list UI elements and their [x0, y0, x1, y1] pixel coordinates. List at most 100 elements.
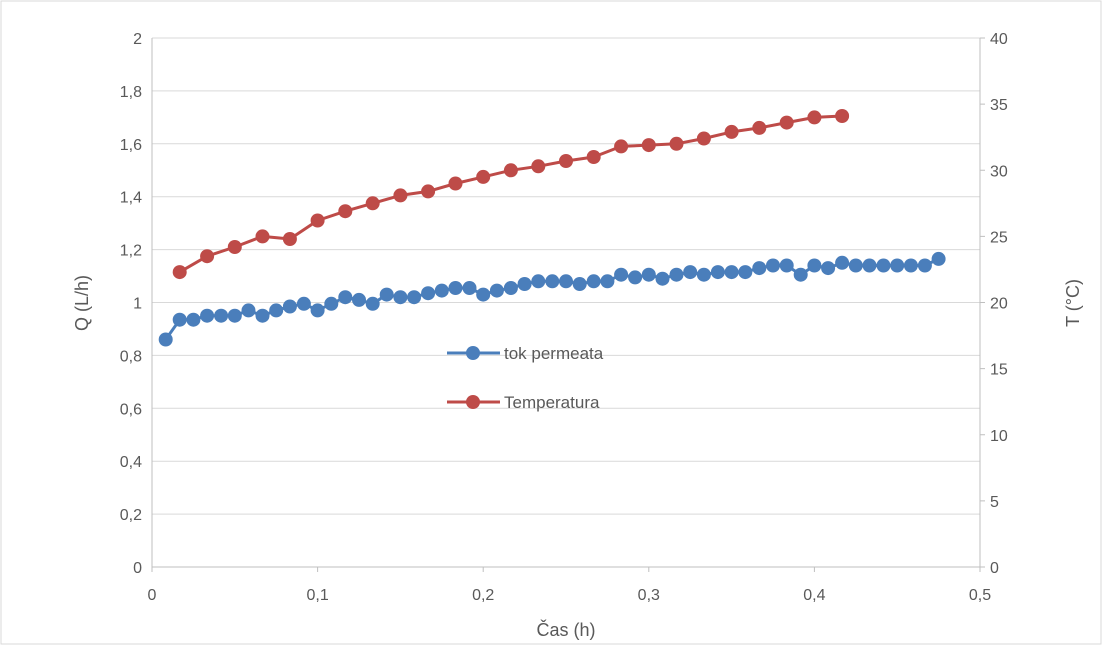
- data-point-tok-permeata: [504, 281, 518, 295]
- right-axis-tick-label: 30: [990, 163, 1008, 180]
- x-axis-tick-label: 0,2: [472, 587, 494, 604]
- left-axis-tick-label: 1,6: [120, 137, 142, 154]
- data-point-tok-permeata: [573, 277, 587, 291]
- data-point-tok-permeata: [877, 259, 891, 273]
- right-axis-tick-label: 25: [990, 229, 1008, 246]
- data-point-tok-permeata: [628, 270, 642, 284]
- right-axis-tick-label: 10: [990, 428, 1008, 445]
- data-point-tok-permeata: [476, 288, 490, 302]
- left-axis-tick-label: 0,8: [120, 348, 142, 365]
- data-point-tok-permeata: [890, 259, 904, 273]
- left-axis-tick-label: 0: [133, 560, 142, 577]
- data-point-temperatura: [421, 184, 435, 198]
- data-point-tok-permeata: [849, 259, 863, 273]
- x-axis-tick-label: 0,4: [803, 587, 825, 604]
- legend-marker-tok-permeata: [466, 346, 480, 360]
- data-point-temperatura: [559, 154, 573, 168]
- legend-label-tok-permeata: tok permeata: [504, 344, 604, 363]
- left-axis-tick-label: 1,2: [120, 243, 142, 260]
- right-axis-title: T (°C): [1063, 279, 1083, 327]
- data-point-temperatura: [393, 188, 407, 202]
- data-point-temperatura: [614, 139, 628, 153]
- data-point-temperatura: [476, 170, 490, 184]
- right-axis-tick-label: 0: [990, 560, 999, 577]
- x-axis-tick-label: 0: [148, 587, 157, 604]
- data-point-temperatura: [311, 214, 325, 228]
- data-point-tok-permeata: [256, 309, 270, 323]
- data-point-temperatura: [283, 232, 297, 246]
- data-point-tok-permeata: [863, 259, 877, 273]
- data-point-tok-permeata: [642, 268, 656, 282]
- data-point-tok-permeata: [807, 259, 821, 273]
- data-point-temperatura: [587, 150, 601, 164]
- right-axis-tick-label: 40: [990, 31, 1008, 48]
- data-point-tok-permeata: [338, 290, 352, 304]
- data-point-tok-permeata: [463, 281, 477, 295]
- data-point-tok-permeata: [324, 297, 338, 311]
- right-axis-tick-label: 35: [990, 97, 1008, 114]
- data-point-tok-permeata: [738, 265, 752, 279]
- data-point-tok-permeata: [159, 333, 173, 347]
- left-axis-tick-label: 1: [133, 296, 142, 313]
- left-axis-tick-label: 0,4: [120, 454, 142, 471]
- left-axis-tick-label: 0,6: [120, 401, 142, 418]
- data-point-tok-permeata: [780, 259, 794, 273]
- x-axis-tick-label: 0,1: [306, 587, 328, 604]
- data-point-tok-permeata: [545, 274, 559, 288]
- data-point-tok-permeata: [393, 290, 407, 304]
- data-point-tok-permeata: [835, 256, 849, 270]
- data-point-temperatura: [642, 138, 656, 152]
- data-point-tok-permeata: [242, 303, 256, 317]
- data-point-temperatura: [256, 229, 270, 243]
- right-axis-tick-label: 5: [990, 494, 999, 511]
- data-point-tok-permeata: [366, 297, 380, 311]
- data-point-tok-permeata: [297, 297, 311, 311]
- data-point-tok-permeata: [311, 303, 325, 317]
- data-point-tok-permeata: [449, 281, 463, 295]
- data-point-temperatura: [449, 177, 463, 191]
- data-point-tok-permeata: [531, 274, 545, 288]
- data-point-tok-permeata: [587, 274, 601, 288]
- left-axis-title: Q (L/h): [72, 275, 92, 331]
- data-point-tok-permeata: [766, 259, 780, 273]
- data-point-tok-permeata: [821, 261, 835, 275]
- data-point-temperatura: [697, 132, 711, 146]
- left-axis-tick-label: 2: [133, 31, 142, 48]
- data-point-temperatura: [752, 121, 766, 135]
- data-point-tok-permeata: [173, 313, 187, 327]
- data-point-temperatura: [670, 137, 684, 151]
- right-axis-tick-label: 15: [990, 362, 1008, 379]
- data-point-temperatura: [200, 249, 214, 263]
- data-point-temperatura: [504, 163, 518, 177]
- data-point-tok-permeata: [697, 268, 711, 282]
- data-point-tok-permeata: [932, 252, 946, 266]
- data-point-temperatura: [725, 125, 739, 139]
- data-point-tok-permeata: [656, 272, 670, 286]
- data-point-tok-permeata: [352, 293, 366, 307]
- data-point-temperatura: [835, 109, 849, 123]
- data-point-tok-permeata: [380, 288, 394, 302]
- data-point-tok-permeata: [794, 268, 808, 282]
- data-point-temperatura: [228, 240, 242, 254]
- data-point-tok-permeata: [725, 265, 739, 279]
- data-point-tok-permeata: [186, 313, 200, 327]
- x-axis-tick-label: 0,3: [638, 587, 660, 604]
- data-point-tok-permeata: [407, 290, 421, 304]
- data-point-tok-permeata: [490, 284, 504, 298]
- data-point-temperatura: [338, 204, 352, 218]
- data-point-tok-permeata: [269, 303, 283, 317]
- data-point-tok-permeata: [435, 284, 449, 298]
- left-axis-tick-label: 1,8: [120, 84, 142, 101]
- data-point-temperatura: [173, 265, 187, 279]
- x-axis-title: Čas (h): [536, 619, 595, 640]
- data-point-tok-permeata: [421, 286, 435, 300]
- data-point-tok-permeata: [752, 261, 766, 275]
- data-point-tok-permeata: [683, 265, 697, 279]
- data-point-tok-permeata: [518, 277, 532, 291]
- data-point-tok-permeata: [600, 274, 614, 288]
- data-point-temperatura: [780, 116, 794, 130]
- legend-marker-temperatura: [466, 395, 480, 409]
- data-point-tok-permeata: [214, 309, 228, 323]
